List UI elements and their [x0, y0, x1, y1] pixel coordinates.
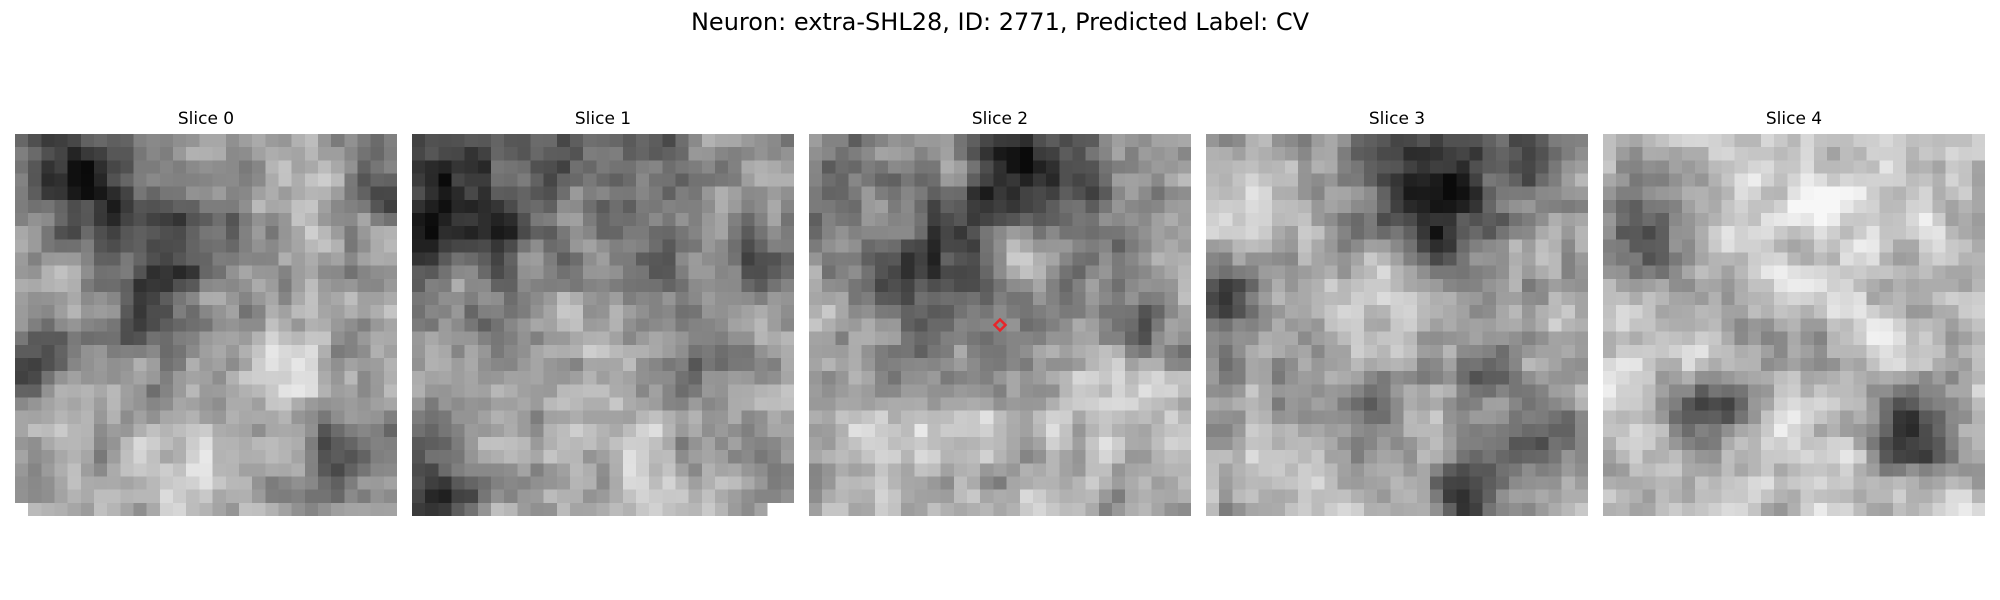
slice-title-1: Slice 1 [412, 108, 794, 130]
slice-title-2: Slice 2 [809, 108, 1191, 130]
slice-image-2 [809, 134, 1191, 516]
slice-image-1 [412, 134, 794, 516]
slice-image-3 [1206, 134, 1588, 516]
slice-panel-4: Slice 4 [1603, 108, 1985, 516]
slice-panel-0: Slice 0 [15, 108, 397, 516]
slice-title-4: Slice 4 [1603, 108, 1985, 130]
slice-title-0: Slice 0 [15, 108, 397, 130]
slice-image-0 [15, 134, 397, 516]
slice-panel-1: Slice 1 [412, 108, 794, 516]
slice-panel-3: Slice 3 [1206, 108, 1588, 516]
slice-panel-2: Slice 2 [809, 108, 1191, 516]
slice-title-3: Slice 3 [1206, 108, 1588, 130]
figure-title: Neuron: extra-SHL28, ID: 2771, Predicted… [0, 6, 2000, 38]
slice-image-4 [1603, 134, 1985, 516]
